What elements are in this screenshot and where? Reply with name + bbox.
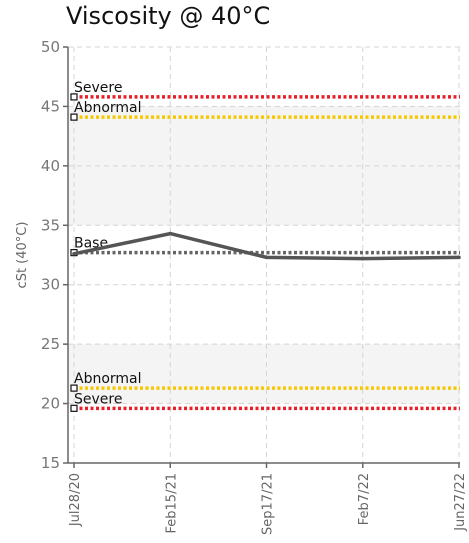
y-axis-label: cSt (40°C) [15, 222, 30, 289]
y-tick-label: 45 [41, 97, 60, 115]
x-tick-label: Feb15/21 [164, 473, 179, 533]
reference-label-abnormal: Abnormal [74, 100, 142, 116]
x-tick-label: Jun27/22 [453, 473, 468, 532]
x-tick-label: Jul28/20 [68, 473, 83, 527]
y-tick-label: 35 [41, 216, 60, 234]
data-point [360, 256, 365, 261]
y-tick-label: 40 [41, 157, 60, 175]
shaded-band-1 [68, 344, 460, 404]
chart-title: Viscosity @ 40°C [66, 2, 271, 30]
data-point [168, 231, 173, 236]
reference-marker [70, 93, 78, 101]
y-tick-label: 25 [41, 335, 60, 353]
x-tick-label: Sep17/21 [261, 473, 276, 535]
reference-label-severe: Severe [74, 391, 122, 407]
y-tick-label: 50 [41, 38, 60, 56]
y-tick-label: 30 [41, 276, 60, 294]
data-point [72, 252, 76, 256]
y-tick-label: 15 [41, 454, 60, 472]
reference-label-abnormal: Abnormal [74, 371, 142, 387]
data-point [264, 255, 269, 260]
reference-label-severe: Severe [74, 80, 122, 96]
y-tick-label: 20 [41, 395, 60, 413]
data-point [457, 255, 461, 260]
reference-marker [70, 404, 78, 412]
x-tick-label: Feb7/22 [357, 473, 372, 525]
reference-marker [70, 113, 78, 121]
reference-marker [70, 384, 78, 392]
